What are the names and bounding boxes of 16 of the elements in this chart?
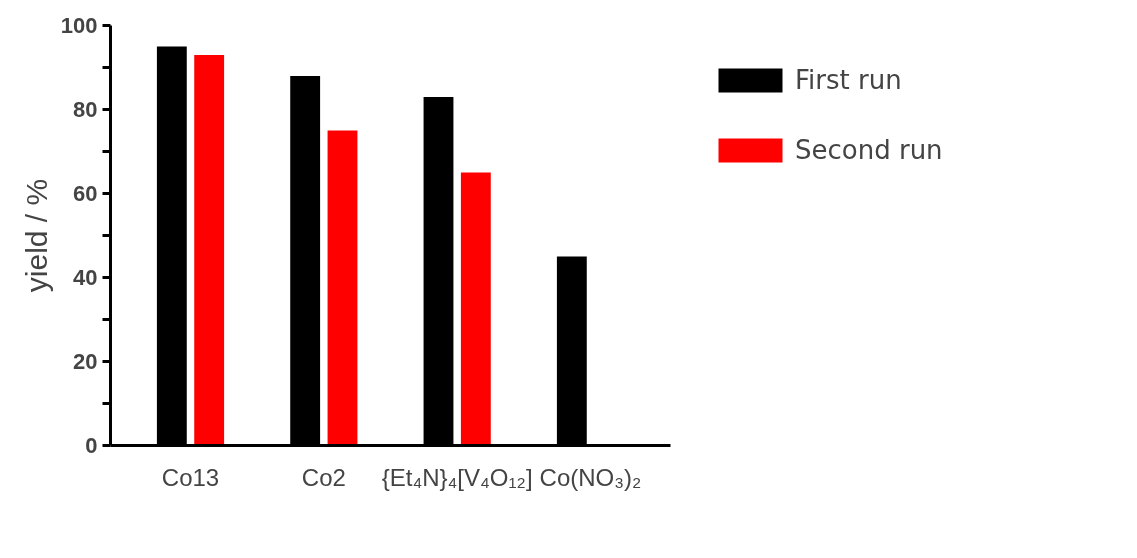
- x-tick-label: Co2: [301, 463, 346, 491]
- legend-label: Second run: [795, 135, 943, 165]
- y-tick-label: 80: [73, 97, 98, 122]
- y-tick-label: 60: [73, 181, 98, 206]
- bar: [194, 54, 225, 446]
- y-tick-label: 100: [60, 13, 98, 38]
- bar: [460, 172, 491, 446]
- y-tick-label: 20: [73, 349, 98, 374]
- legend-label: First run: [795, 65, 902, 95]
- y-tick-label: 0: [85, 433, 98, 458]
- bar: [327, 130, 358, 446]
- x-tick-label: Co(NO₃)₂: [539, 463, 642, 491]
- y-axis-title: yield / %: [19, 178, 53, 293]
- y-tick-label: 40: [73, 265, 98, 290]
- x-tick-label: Co13: [161, 463, 220, 491]
- x-tick-label: {Et₄N}₄[V₄O₁₂]: [381, 463, 533, 491]
